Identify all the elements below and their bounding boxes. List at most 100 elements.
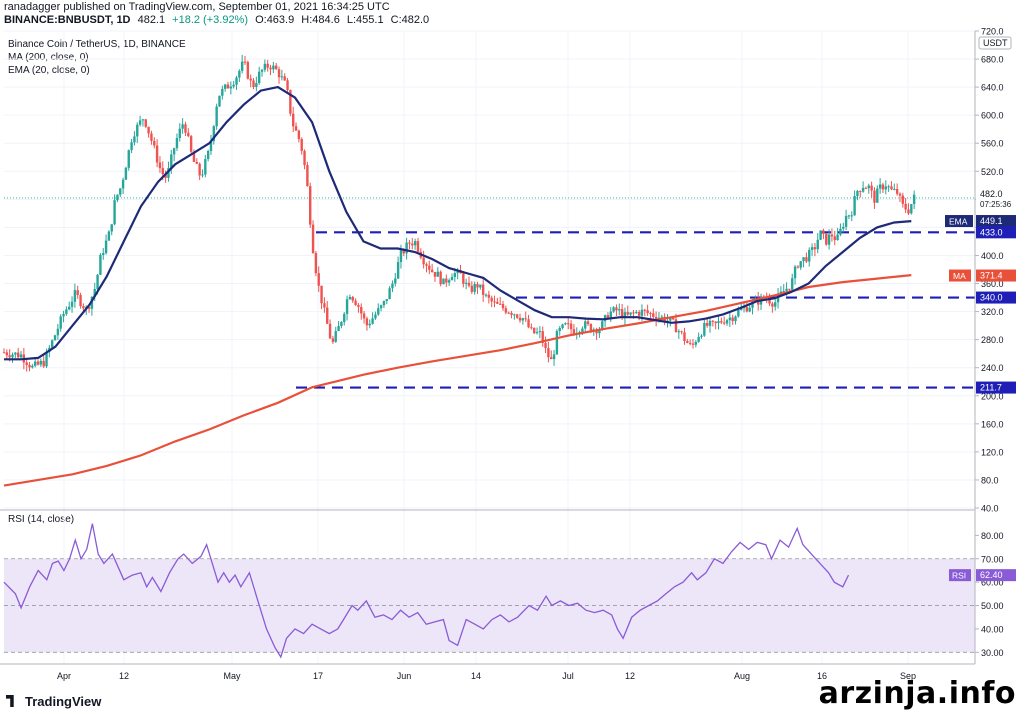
symbol-label[interactable]: BINANCE:BNBUSDT, 1D [4,14,131,26]
candle-body [538,331,542,333]
candle-body [660,316,664,318]
candle-body [640,309,644,316]
candle-body [910,204,913,214]
price-tick-label: 520.0 [981,167,1004,177]
candle-body [819,230,822,240]
candle-body [450,277,454,281]
price-chart[interactable]: 720.0680.0640.0600.0560.0520.0480.0440.0… [0,0,1024,690]
candle-body [73,290,77,302]
level-tag-bg [976,381,1016,394]
candle-body [555,331,559,355]
candle-body [782,291,785,293]
candle-body [850,215,853,217]
candle-body [447,280,451,283]
candle-body [467,282,471,286]
candle-body [586,321,590,325]
tradingview-logo-icon [6,695,14,707]
candle-body [501,303,505,309]
candle-body [788,288,791,290]
candle-body [221,88,224,96]
candle-body [323,303,326,308]
candle-body [703,322,706,336]
candle-body [104,240,108,254]
candle-body [464,282,468,284]
candle-body [133,136,136,143]
ema-legend[interactable]: EMA (20, close, 0) [8,65,90,76]
candle-body [708,320,712,326]
price-tick-label: 240.0 [981,363,1004,373]
candle-body [87,307,91,309]
candle-body [615,307,618,311]
watermark: arzinja.info [818,676,1016,711]
candle-body [487,294,491,298]
candle-body [354,300,357,306]
ema-tag-bg [945,215,973,228]
rsi-legend[interactable]: RSI (14, close) [8,514,75,525]
rsi-band [4,558,975,653]
price-tick-label: 40.0 [981,504,999,514]
candle-body [371,318,374,324]
candle-body [598,329,601,334]
candle-body [59,316,62,329]
candle-body [739,308,743,311]
candle-body [669,317,672,321]
candle-body [187,132,190,137]
level-tag-bg [976,226,1016,239]
candle-body [292,113,295,127]
candle-body [601,321,604,330]
candle-body [430,269,434,273]
candle-body [368,323,371,326]
tradingview-logo[interactable]: TradingView [6,694,101,709]
candle-body [320,285,323,304]
candle-body [833,236,836,241]
candle-body [825,233,828,245]
candle-body [189,136,193,152]
candle-body [365,318,369,326]
publisher-line: ranadagger published on TradingView.com,… [4,1,390,13]
ma-legend[interactable]: MA (200, close, 0) [8,52,89,63]
candle-body [8,355,11,358]
candle-body [243,61,247,63]
candle-body [206,150,210,160]
candle-body [791,278,794,290]
candle-body [677,331,681,333]
candle-body [436,271,440,277]
candle-body [263,63,267,70]
level-tag: 433.0 [980,227,1003,237]
candle-body [524,318,527,320]
candle-body [5,352,9,356]
price-tick-label: 80.0 [981,475,999,485]
candle-body [504,308,508,313]
candle-body [771,303,774,307]
candle-body [521,318,525,321]
candle-body [552,354,556,360]
candle-body [527,319,530,328]
candle-body [878,184,882,189]
candle-body [181,124,184,129]
candle-body [890,186,893,190]
time-tick-label: 12 [625,671,635,681]
candle-body [33,361,37,366]
level-tag: 211.7 [980,383,1002,393]
candle-body [158,162,162,169]
series-legend-title[interactable]: Binance Coin / TetherUS, 1D, BINANCE [8,39,186,50]
candle-body [793,266,797,279]
candle-body [79,295,82,307]
candle-body [904,203,907,210]
countdown-tag: 07:25:36 [980,200,1012,209]
candle-body [362,313,366,319]
rsi-tag: RSI [952,571,966,581]
price-tick-label: 720.0 [981,27,1004,37]
candle-body [303,150,306,166]
candle-body [311,224,315,254]
candle-body [377,308,380,315]
candle-body [873,190,876,203]
ma-value-tag: 371.4 [980,271,1003,281]
chart-header: ranadagger published on TradingView.com,… [0,0,1024,28]
candle-body [232,84,235,87]
price-tick-label: 360.0 [981,279,1004,289]
candle-body [618,309,621,311]
candle-body [283,76,286,81]
candle-body [42,360,45,367]
